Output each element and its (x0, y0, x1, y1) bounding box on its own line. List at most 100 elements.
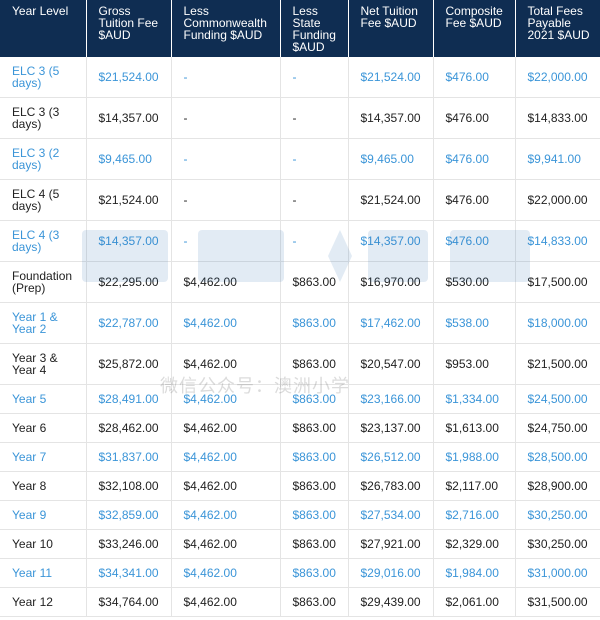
gross-tuition-cell: $34,341.00 (86, 558, 172, 588)
composite-fee-cell: $476.00 (433, 179, 516, 221)
gross-tuition-cell: $33,246.00 (86, 529, 172, 559)
net-tuition-cell: $29,016.00 (348, 558, 434, 588)
total-fees-cell: $22,000.00 (515, 57, 600, 98)
commonwealth-funding-cell: - (171, 57, 281, 98)
commonwealth-funding-cell: $4,462.00 (171, 343, 281, 385)
gross-tuition-cell: $14,357.00 (86, 220, 172, 262)
year-level-cell: Year 5 (0, 384, 87, 414)
net-tuition-cell: $27,921.00 (348, 529, 434, 559)
commonwealth-funding-cell: - (171, 97, 281, 139)
commonwealth-funding-cell: $4,462.00 (171, 500, 281, 530)
commonwealth-funding-cell: $4,462.00 (171, 413, 281, 443)
composite-fee-cell: $1,613.00 (433, 413, 516, 443)
total-fees-cell: $28,900.00 (515, 471, 600, 501)
year-level-cell: Year 7 (0, 442, 87, 472)
gross-tuition-cell: $22,295.00 (86, 261, 172, 303)
commonwealth-funding-cell: $4,462.00 (171, 442, 281, 472)
total-fees-cell: $17,500.00 (515, 261, 600, 303)
gross-tuition-cell: $14,357.00 (86, 97, 172, 139)
table-row: Foundation (Prep) $22,295.00 $4,462.00 $863… (0, 261, 600, 303)
gross-tuition-cell: $22,787.00 (86, 302, 172, 344)
table-row: Year 12 $34,764.00 $4,462.00 $863.00 $29,439… (0, 587, 600, 617)
year-level-cell: Year 10 (0, 529, 87, 559)
table-row: ELC 4 (5 days) $21,524.00- - $21,524.00 $476… (0, 179, 600, 221)
net-tuition-cell: $20,547.00 (348, 343, 434, 385)
total-fees-cell: $14,833.00 (515, 97, 600, 139)
year-level-cell: Year 1 & Year 2 (0, 302, 87, 344)
table-row: Year 5 $28,491.00 $4,462.00 $863.00 $23,166.… (0, 384, 600, 414)
year-level-cell: Year 6 (0, 413, 87, 443)
commonwealth-funding-cell: $4,462.00 (171, 261, 281, 303)
gross-tuition-cell: $32,859.00 (86, 500, 172, 530)
gross-tuition-cell: $21,524.00 (86, 179, 172, 221)
composite-fee-cell: $530.00 (433, 261, 516, 303)
header-state-funding: Less State Funding $AUD (280, 0, 349, 57)
header-commonwealth-funding: Less Commonwealth Funding $AUD (171, 0, 281, 57)
state-funding-cell: - (280, 179, 349, 221)
net-tuition-cell: $9,465.00 (348, 138, 434, 180)
net-tuition-cell: $23,137.00 (348, 413, 434, 443)
year-level-cell: ELC 3 (2 days) (0, 138, 87, 180)
net-tuition-cell: $23,166.00 (348, 384, 434, 414)
year-level-cell: Year 9 (0, 500, 87, 530)
net-tuition-cell: $29,439.00 (348, 587, 434, 617)
year-level-cell: Year 3 & Year 4 (0, 343, 87, 385)
state-funding-cell: $863.00 (280, 413, 349, 443)
table-row: Year 9 $32,859.00 $4,462.00 $863.00 $27,534.… (0, 500, 600, 530)
state-funding-cell: - (280, 220, 349, 262)
year-level-cell: ELC 4 (3 days) (0, 220, 87, 262)
state-funding-cell: $863.00 (280, 261, 349, 303)
composite-fee-cell: $476.00 (433, 138, 516, 180)
composite-fee-cell: $2,061.00 (433, 587, 516, 617)
header-gross-tuition-fee: Gross Tuition Fee $AUD (86, 0, 172, 57)
gross-tuition-cell: $28,491.00 (86, 384, 172, 414)
gross-tuition-cell: $34,764.00 (86, 587, 172, 617)
commonwealth-funding-cell: $4,462.00 (171, 302, 281, 344)
commonwealth-funding-cell: $4,462.00 (171, 384, 281, 414)
state-funding-cell: $863.00 (280, 302, 349, 344)
gross-tuition-cell: $28,462.00 (86, 413, 172, 443)
gross-tuition-cell: $32,108.00 (86, 471, 172, 501)
gross-tuition-cell: $9,465.00 (86, 138, 172, 180)
table-row: ELC 3 (3 days) $14,357.00- - $14,357.00 $476… (0, 97, 600, 139)
year-level-cell: ELC 3 (5 days) (0, 57, 87, 98)
net-tuition-cell: $14,357.00 (348, 97, 434, 139)
total-fees-cell: $31,000.00 (515, 558, 600, 588)
commonwealth-funding-cell: - (171, 220, 281, 262)
state-funding-cell: - (280, 138, 349, 180)
total-fees-cell: $22,000.00 (515, 179, 600, 221)
table-row: ELC 3 (2 days) $9,465.00- - $9,465.00 $476.0… (0, 138, 600, 180)
composite-fee-cell: $538.00 (433, 302, 516, 344)
year-level-cell: Year 8 (0, 471, 87, 501)
commonwealth-funding-cell: $4,462.00 (171, 558, 281, 588)
composite-fee-cell: $476.00 (433, 220, 516, 262)
year-level-cell: ELC 3 (3 days) (0, 97, 87, 139)
total-fees-cell: $30,250.00 (515, 529, 600, 559)
table-row: Year 1 & Year 2 $22,787.00 $4,462.00 $863.0… (0, 302, 600, 344)
composite-fee-cell: $2,117.00 (433, 471, 516, 501)
state-funding-cell: - (280, 97, 349, 139)
commonwealth-funding-cell: - (171, 179, 281, 221)
year-level-cell: Foundation (Prep) (0, 261, 87, 303)
total-fees-cell: $14,833.00 (515, 220, 600, 262)
total-fees-cell: $30,250.00 (515, 500, 600, 530)
commonwealth-funding-cell: $4,462.00 (171, 471, 281, 501)
state-funding-cell: $863.00 (280, 500, 349, 530)
table-row: Year 11 $34,341.00 $4,462.00 $863.00 $29,016… (0, 558, 600, 588)
net-tuition-cell: $21,524.00 (348, 179, 434, 221)
net-tuition-cell: $17,462.00 (348, 302, 434, 344)
composite-fee-cell: $1,988.00 (433, 442, 516, 472)
table-row: Year 10 $33,246.00 $4,462.00 $863.00 $27,921… (0, 529, 600, 559)
total-fees-cell: $9,941.00 (515, 138, 600, 180)
year-level-cell: ELC 4 (5 days) (0, 179, 87, 221)
header-composite-fee: Composite Fee $AUD (433, 0, 516, 57)
composite-fee-cell: $1,334.00 (433, 384, 516, 414)
table-row: ELC 4 (3 days) $14,357.00- - $14,357.00 $476… (0, 220, 600, 262)
net-tuition-cell: $16,970.00 (348, 261, 434, 303)
header-net-tuition-fee: Net Tuition Fee $AUD (348, 0, 434, 57)
total-fees-cell: $28,500.00 (515, 442, 600, 472)
state-funding-cell: $863.00 (280, 442, 349, 472)
gross-tuition-cell: $31,837.00 (86, 442, 172, 472)
composite-fee-cell: $476.00 (433, 97, 516, 139)
